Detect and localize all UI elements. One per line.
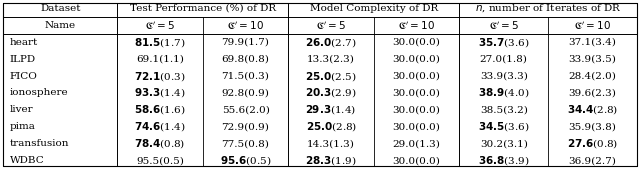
Text: 69.1(1.1): 69.1(1.1): [136, 55, 184, 64]
Text: liver: liver: [10, 105, 33, 114]
Text: $\mathfrak{C}' = 10$: $\mathfrak{C}' = 10$: [398, 19, 435, 32]
Text: heart: heart: [10, 38, 38, 47]
Text: 30.0(0.0): 30.0(0.0): [393, 105, 440, 114]
Text: Name: Name: [45, 21, 76, 30]
Text: $\mathfrak{C}' = 5$: $\mathfrak{C}' = 5$: [145, 19, 175, 32]
Text: 92.8(0.9): 92.8(0.9): [221, 88, 269, 98]
Text: $\mathbf{25.0}$(2.5): $\mathbf{25.0}$(2.5): [305, 70, 357, 82]
Text: 33.9(3.5): 33.9(3.5): [568, 55, 616, 64]
Text: $\mathbf{81.5}$(1.7): $\mathbf{81.5}$(1.7): [134, 36, 186, 49]
Text: Model Complexity of DR: Model Complexity of DR: [310, 4, 438, 13]
Text: $\mathbf{25.0}$(2.8): $\mathbf{25.0}$(2.8): [305, 120, 356, 133]
Text: 30.0(0.0): 30.0(0.0): [393, 38, 440, 47]
Text: ILPD: ILPD: [10, 55, 36, 64]
Text: 30.2(3.1): 30.2(3.1): [480, 139, 528, 148]
Text: 29.0(1.3): 29.0(1.3): [393, 139, 440, 148]
Text: 39.6(2.3): 39.6(2.3): [568, 88, 616, 98]
Text: $\mathbf{38.9}$(4.0): $\mathbf{38.9}$(4.0): [478, 87, 529, 99]
Text: transfusion: transfusion: [10, 139, 69, 148]
Text: $\mathbf{36.8}$(3.9): $\mathbf{36.8}$(3.9): [478, 154, 529, 167]
Text: $\mathfrak{C}' = 5$: $\mathfrak{C}' = 5$: [316, 19, 346, 32]
Text: 79.9(1.7): 79.9(1.7): [221, 38, 269, 47]
Text: $\mathbf{74.6}$(1.4): $\mathbf{74.6}$(1.4): [134, 120, 186, 133]
Text: 36.9(2.7): 36.9(2.7): [568, 156, 616, 165]
Text: 30.0(0.0): 30.0(0.0): [393, 71, 440, 81]
Text: $\mathbf{34.4}$(2.8): $\mathbf{34.4}$(2.8): [567, 103, 618, 116]
Text: $\mathbf{95.6}$(0.5): $\mathbf{95.6}$(0.5): [220, 154, 271, 167]
Text: 27.0(1.8): 27.0(1.8): [480, 55, 528, 64]
Text: $\mathbf{27.6}$(0.8): $\mathbf{27.6}$(0.8): [567, 137, 618, 150]
Text: $\mathbf{93.3}$(1.4): $\mathbf{93.3}$(1.4): [134, 87, 186, 99]
Text: $\mathbf{72.1}$(0.3): $\mathbf{72.1}$(0.3): [134, 70, 186, 82]
Text: 38.5(3.2): 38.5(3.2): [480, 105, 528, 114]
Text: 37.1(3.4): 37.1(3.4): [568, 38, 616, 47]
Text: 30.0(0.0): 30.0(0.0): [393, 156, 440, 165]
Text: WDBC: WDBC: [10, 156, 44, 165]
Text: 14.3(1.3): 14.3(1.3): [307, 139, 355, 148]
Text: $\mathfrak{C}' = 10$: $\mathfrak{C}' = 10$: [227, 19, 264, 32]
Text: 28.4(2.0): 28.4(2.0): [568, 71, 616, 81]
Text: FICO: FICO: [10, 71, 38, 81]
Text: 30.0(0.0): 30.0(0.0): [393, 122, 440, 131]
Text: $\mathbf{78.4}$(0.8): $\mathbf{78.4}$(0.8): [134, 137, 186, 150]
Text: $\mathbf{29.3}$(1.4): $\mathbf{29.3}$(1.4): [305, 103, 356, 116]
Text: $\mathbf{34.5}$(3.6): $\mathbf{34.5}$(3.6): [478, 120, 529, 133]
Text: $\mathbf{35.7}$(3.6): $\mathbf{35.7}$(3.6): [478, 36, 529, 49]
Text: 35.9(3.8): 35.9(3.8): [568, 122, 616, 131]
Text: $\mathbf{20.3}$(2.9): $\mathbf{20.3}$(2.9): [305, 87, 357, 99]
Text: ionosphere: ionosphere: [10, 88, 68, 98]
Text: Test Performance (%) of DR: Test Performance (%) of DR: [130, 4, 276, 13]
Text: 30.0(0.0): 30.0(0.0): [393, 88, 440, 98]
Text: 33.9(3.3): 33.9(3.3): [480, 71, 528, 81]
Text: $\mathbf{58.6}$(1.6): $\mathbf{58.6}$(1.6): [134, 103, 186, 116]
Text: 55.6(2.0): 55.6(2.0): [221, 105, 269, 114]
Text: pima: pima: [10, 122, 35, 131]
Text: 72.9(0.9): 72.9(0.9): [221, 122, 269, 131]
Text: $\mathbf{28.3}$(1.9): $\mathbf{28.3}$(1.9): [305, 154, 357, 167]
Text: $n$, number of Iterates of DR: $n$, number of Iterates of DR: [475, 3, 621, 14]
Text: 69.8(0.8): 69.8(0.8): [221, 55, 269, 64]
Text: 77.5(0.8): 77.5(0.8): [221, 139, 269, 148]
Text: 71.5(0.3): 71.5(0.3): [221, 71, 269, 81]
Text: 30.0(0.0): 30.0(0.0): [393, 55, 440, 64]
Text: Dataset: Dataset: [40, 4, 81, 13]
Text: 13.3(2.3): 13.3(2.3): [307, 55, 355, 64]
Text: $\mathfrak{C}' = 5$: $\mathfrak{C}' = 5$: [488, 19, 519, 32]
Text: $\mathbf{26.0}$(2.7): $\mathbf{26.0}$(2.7): [305, 36, 357, 49]
Text: $\mathfrak{C}' = 10$: $\mathfrak{C}' = 10$: [574, 19, 611, 32]
Text: 95.5(0.5): 95.5(0.5): [136, 156, 184, 165]
